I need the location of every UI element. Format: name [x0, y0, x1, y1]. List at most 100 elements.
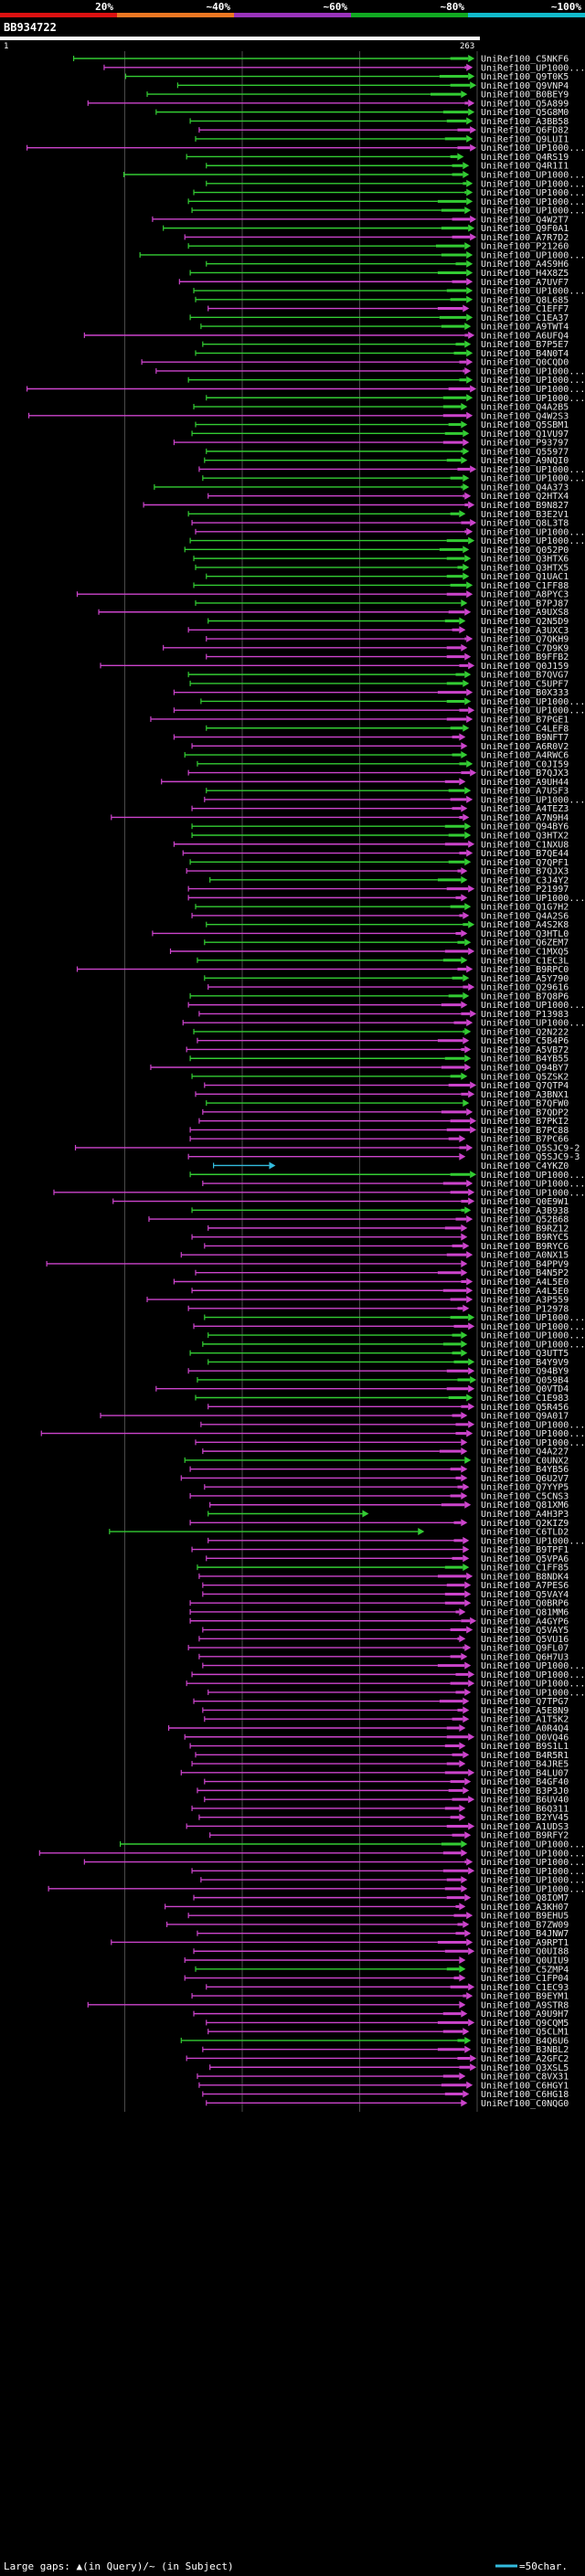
hit-label[interactable]: UniRef100_Q8L3T8: [481, 519, 569, 529]
hit-label[interactable]: UniRef100_C1E983: [481, 1394, 569, 1404]
hit-row[interactable]: UniRef100_C6HG18: [202, 2090, 569, 2100]
hit-row[interactable]: UniRef100_B7QE44: [182, 849, 569, 859]
hit-label[interactable]: UniRef100_Q55977: [481, 447, 569, 457]
hit-label[interactable]: UniRef100_A7PES6: [481, 1581, 569, 1591]
hit-label[interactable]: UniRef100_A0NX15: [481, 1251, 569, 1261]
hit-row[interactable]: UniRef100_UP1000...: [173, 706, 585, 716]
hit-row[interactable]: UniRef100_Q3HTX6: [193, 555, 569, 565]
hit-row[interactable]: UniRef100_UP1000...: [207, 1331, 585, 1341]
hit-row[interactable]: UniRef100_Q4W2S3: [27, 411, 569, 421]
hit-label[interactable]: UniRef100_B7QJX3: [481, 867, 569, 877]
hit-row[interactable]: UniRef100_A7UVF7: [178, 278, 569, 288]
hit-row[interactable]: UniRef100_UP1000...: [195, 1438, 585, 1448]
hit-label[interactable]: UniRef100_C4LEF8: [481, 724, 569, 734]
hit-label[interactable]: UniRef100_A1T5K2: [481, 1715, 569, 1725]
hit-row[interactable]: UniRef100_P12978: [187, 1304, 569, 1314]
hit-row[interactable]: UniRef100_B9EHU5: [187, 1912, 569, 1922]
hit-row[interactable]: UniRef100_UP1000...: [191, 1670, 585, 1680]
hit-label[interactable]: UniRef100_A3BNX1: [481, 1090, 569, 1100]
hit-row[interactable]: UniRef100_Q5CLM1: [207, 2028, 569, 2038]
hit-row[interactable]: UniRef100_UP1000...: [202, 474, 585, 484]
hit-label[interactable]: UniRef100_Q5SBM1: [481, 420, 569, 430]
hit-label[interactable]: UniRef100_Q8IOM7: [481, 1893, 569, 1903]
hit-row[interactable]: UniRef100_Q059B4: [197, 1375, 569, 1385]
hit-row[interactable]: UniRef100_Q6ZEM7: [204, 938, 569, 949]
hit-row[interactable]: UniRef100_UP1000...: [206, 394, 585, 404]
hit-row[interactable]: UniRef100_UP1000...: [200, 1876, 585, 1886]
hit-label[interactable]: UniRef100_B4YB55: [481, 1055, 569, 1065]
hit-row[interactable]: UniRef100_UP1000...: [193, 287, 585, 297]
hit-label[interactable]: UniRef100_A7UVF7: [481, 278, 569, 288]
hit-row[interactable]: UniRef100_Q9CQM5: [206, 2019, 569, 2029]
hit-label[interactable]: UniRef100_A9U9H7: [481, 2009, 569, 2019]
hit-label[interactable]: UniRef100_C1EFF7: [481, 304, 569, 314]
hit-label[interactable]: UniRef100_UP1000...: [481, 1313, 585, 1323]
hit-label[interactable]: UniRef100_B9FFB2: [481, 652, 569, 663]
hit-row[interactable]: UniRef100_UP1000...: [200, 1420, 585, 1430]
hit-label[interactable]: UniRef100_Q4RS19: [481, 153, 569, 163]
hit-label[interactable]: UniRef100_Q8L685: [481, 295, 569, 305]
hit-label[interactable]: UniRef100_Q5G8M0: [481, 108, 569, 118]
hit-row[interactable]: UniRef100_B7QFW0: [206, 1099, 569, 1109]
hit-row[interactable]: UniRef100_C6TLD2: [109, 1528, 569, 1538]
hit-row[interactable]: UniRef100_B4LU07: [180, 1768, 569, 1778]
hit-row[interactable]: UniRef100_UP1000...: [187, 376, 585, 386]
hit-label[interactable]: UniRef100_Q5A899: [481, 99, 569, 109]
hit-label[interactable]: UniRef100_Q2HTX4: [481, 492, 569, 502]
hit-row[interactable]: UniRef100_B0X333: [173, 688, 569, 698]
hit-row[interactable]: UniRef100_UP1000...: [207, 1536, 585, 1546]
hit-row[interactable]: UniRef100_P93797: [173, 439, 569, 449]
hit-row[interactable]: UniRef100_B7Q8P6: [189, 991, 569, 1002]
hit-row[interactable]: UniRef100_UP1000...: [189, 1171, 585, 1181]
hit-label[interactable]: UniRef100_UP1000...: [481, 1876, 585, 1886]
hit-row[interactable]: UniRef100_B7QJX3: [186, 867, 569, 877]
hit-row[interactable]: UniRef100_C1NXU8: [173, 840, 569, 850]
hit-label[interactable]: UniRef100_C8VX31: [481, 2072, 569, 2083]
hit-row[interactable]: UniRef100_B9RYC6: [204, 1242, 569, 1252]
hit-row[interactable]: UniRef100_A2GFC2: [186, 2054, 569, 2064]
hit-label[interactable]: UniRef100_Q2KIZ9: [481, 1519, 569, 1529]
hit-label[interactable]: UniRef100_Q0VQ46: [481, 1733, 569, 1743]
hit-row[interactable]: UniRef100_A4TEZ3: [191, 804, 569, 814]
hit-label[interactable]: UniRef100_P21260: [481, 242, 569, 252]
hit-label[interactable]: UniRef100_C6HGY1: [481, 2081, 569, 2091]
hit-label[interactable]: UniRef100_P93797: [481, 439, 569, 449]
hit-row[interactable]: UniRef100_Q3HTX2: [191, 831, 569, 841]
hit-label[interactable]: UniRef100_UP1000...: [481, 1001, 585, 1011]
hit-label[interactable]: UniRef100_B0BEY9: [481, 90, 569, 101]
hit-label[interactable]: UniRef100_UP1000...: [481, 1188, 585, 1198]
hit-label[interactable]: UniRef100_C6TLD2: [481, 1528, 569, 1538]
hit-label[interactable]: UniRef100_C0UNX2: [481, 1456, 569, 1466]
hit-row[interactable]: UniRef100_Q1UAC1: [206, 572, 569, 582]
hit-row[interactable]: UniRef100_C5UPF7: [189, 679, 569, 689]
hit-label[interactable]: UniRef100_Q81XM6: [481, 1500, 569, 1511]
hit-row[interactable]: UniRef100_A7USF3: [206, 787, 569, 797]
hit-row[interactable]: UniRef100_C4LEF8: [206, 724, 569, 734]
hit-row[interactable]: UniRef100_Q6U2V7: [180, 1474, 569, 1484]
hit-label[interactable]: UniRef100_Q0VTD4: [481, 1384, 569, 1394]
hit-label[interactable]: UniRef100_A5E8N9: [481, 1706, 569, 1716]
hit-label[interactable]: UniRef100_B7QDP2: [481, 1108, 569, 1118]
hit-label[interactable]: UniRef100_Q7YYP5: [481, 1483, 569, 1493]
hit-label[interactable]: UniRef100_UP1000...: [481, 706, 585, 716]
hit-row[interactable]: UniRef100_Q2HTX4: [207, 492, 569, 502]
hit-row[interactable]: UniRef100_A4RWC6: [184, 751, 569, 761]
hit-row[interactable]: UniRef100_B9N827: [143, 501, 569, 511]
hit-label[interactable]: UniRef100_Q5VU16: [481, 1635, 569, 1645]
hit-label[interactable]: UniRef100_Q9CQM5: [481, 2019, 569, 2029]
hit-label[interactable]: UniRef100_UP1000...: [481, 385, 585, 395]
hit-row[interactable]: UniRef100_C0NQG0: [206, 2099, 569, 2109]
hit-label[interactable]: UniRef100_C1EC93: [481, 1983, 569, 1993]
hit-label[interactable]: UniRef100_B7PJ87: [481, 599, 569, 609]
hit-label[interactable]: UniRef100_Q7QPF1: [481, 858, 569, 868]
hit-label[interactable]: UniRef100_Q9F0A1: [481, 224, 569, 234]
hit-label[interactable]: UniRef100_Q5VAY4: [481, 1590, 569, 1600]
hit-row[interactable]: UniRef100_Q5ZSK2: [191, 1072, 569, 1082]
hit-row[interactable]: UniRef100_UP1000...: [191, 207, 585, 217]
hit-label[interactable]: UniRef100_C1EA37: [481, 313, 569, 323]
hit-label[interactable]: UniRef100_B4JNW7: [481, 1929, 569, 1939]
hit-label[interactable]: UniRef100_Q29616: [481, 983, 569, 993]
hit-label[interactable]: UniRef100_Q5SJC9-2: [481, 1143, 580, 1153]
hit-row[interactable]: UniRef100_Q9F0A1: [163, 224, 569, 234]
hit-row[interactable]: UniRef100_Q7YYP5: [204, 1483, 569, 1493]
